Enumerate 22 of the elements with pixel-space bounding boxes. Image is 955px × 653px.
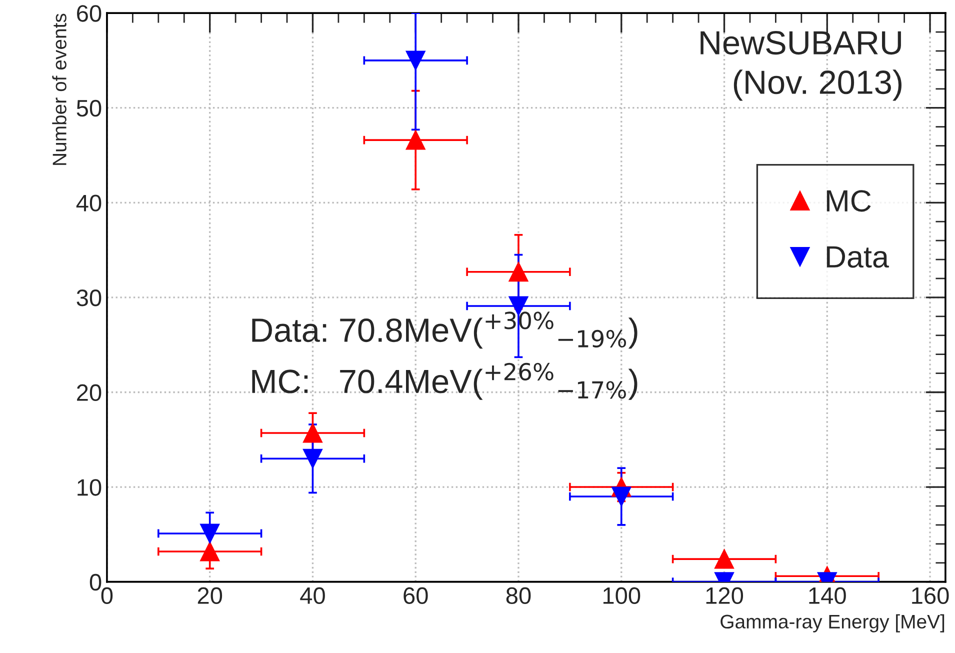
legend-label: MC (826, 190, 871, 212)
x-tick-label: 160 (912, 587, 949, 604)
y-tick-label: 50 (76, 100, 102, 117)
x-tick-label: 60 (404, 587, 428, 604)
y-axis-title: Number of events (52, 14, 66, 165)
legend-label: Data (826, 246, 889, 268)
y-tick-label: 60 (77, 5, 102, 22)
x-tick-label: 20 (198, 587, 222, 604)
x-tick-label: 140 (809, 587, 846, 604)
x-tick-label: 120 (706, 587, 744, 604)
x-axis-title: Gamma-ray Energy [MeV] (720, 614, 944, 632)
y-tick-label: 30 (76, 290, 102, 306)
annotation: MC: 70.4MeV($^{+26%}$$_{−17%}$) (252, 362, 638, 400)
y-tick-label: 0 (90, 574, 102, 591)
annotation: NewSUBARU (Nov. 2013) (700, 31, 902, 101)
x-tick-label: 80 (506, 587, 531, 604)
y-tick-label: 40 (76, 194, 102, 212)
y-tick-label: 20 (77, 384, 102, 402)
x-tick-label: 0 (101, 587, 113, 604)
y-tick-label: 10 (78, 479, 102, 496)
x-tick-label: 40 (300, 587, 325, 604)
x-tick-label: 100 (603, 587, 640, 604)
